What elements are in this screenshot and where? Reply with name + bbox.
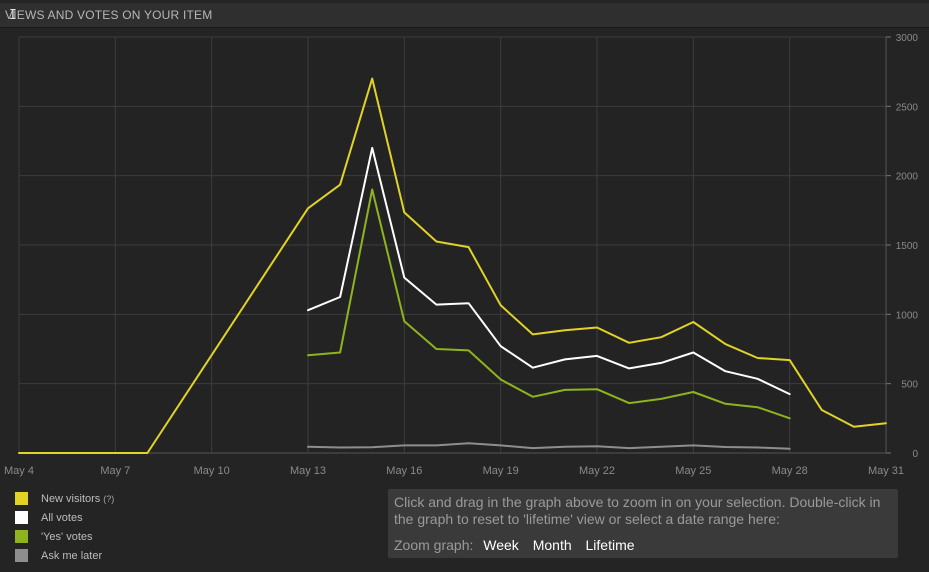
zoom-lifetime-link[interactable]: Lifetime [585,537,635,553]
chart-axes: May 4 May 7 May 10 May 13 May 16 May 19 May 22… [4,33,918,477]
x-tick-label: May 7 [100,465,130,477]
x-tick-label: May 16 [386,465,422,477]
x-tick-label: May 25 [675,465,711,477]
section-header: Views and votes on your item I [0,3,929,28]
legend-label: 'Yes' votes [41,531,93,543]
x-tick-label: May 4 [4,465,34,477]
y-tick-label: 2000 [896,172,919,183]
chart-series [18,77,887,454]
x-tick-label: May 13 [290,465,326,477]
y-tick-label: 2500 [896,102,919,113]
x-tick-label: May 10 [194,465,230,477]
x-tick-label: May 28 [772,465,808,477]
legend-swatch [15,530,28,543]
x-tick-label: May 31 [868,465,904,477]
series-line-ask-me-later [307,442,791,450]
y-tick-label: 0 [912,449,918,460]
views-votes-chart[interactable]: May 4 May 7 May 10 May 13 May 16 May 19 May 22… [0,0,929,480]
zoom-week-link[interactable]: Week [483,537,519,553]
legend-label: New visitors [41,493,101,505]
legend-swatch [15,511,28,524]
y-tick-label: 500 [901,380,918,391]
zoom-controls: Zoom graph: Week Month Lifetime [394,537,645,553]
zoom-panel: Click and drag in the graph above to zoo… [388,489,898,558]
zoom-instructions: Click and drag in the graph above to zoo… [394,494,881,527]
series-line-yes-votes [307,188,791,420]
zoom-month-link[interactable]: Month [532,537,572,553]
legend-swatch [15,492,28,505]
x-tick-label: May 22 [579,465,615,477]
y-tick-label: 1000 [896,310,919,321]
section-title: Views and votes on your item [5,8,213,22]
y-tick-label: 1500 [896,241,919,252]
text-cursor-icon: I [9,8,17,23]
zoom-label: Zoom graph: [394,537,474,553]
series-line-new-visitors [18,77,887,454]
legend-label: All votes [41,512,83,524]
legend-swatch [15,549,28,562]
series-line-all-votes [307,146,791,396]
help-link[interactable]: (?) [103,494,115,504]
y-tick-label: 3000 [896,33,919,44]
x-tick-label: May 19 [483,465,519,477]
legend-label: Ask me later [41,550,103,562]
